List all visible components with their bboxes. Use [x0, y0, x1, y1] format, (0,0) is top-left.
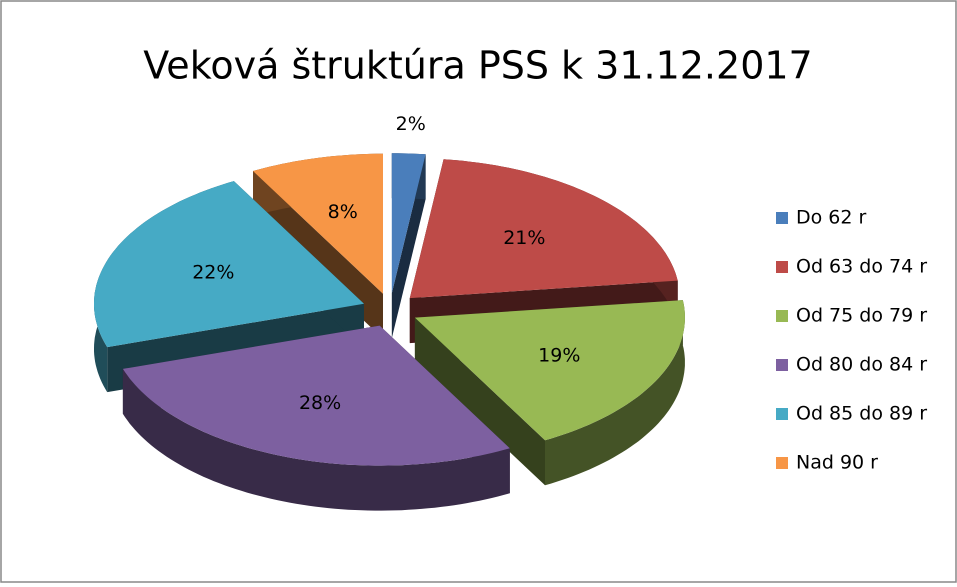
data-label: 2% [396, 113, 426, 135]
slice-top [253, 153, 383, 294]
legend-swatch [776, 261, 788, 273]
slice-side [545, 300, 685, 486]
slice [391, 153, 426, 339]
slice-top [391, 153, 426, 294]
legend-swatch [776, 408, 788, 420]
legend-swatch [776, 310, 788, 322]
data-label: 22% [192, 261, 234, 283]
legend-label: Od 85 do 89 r [796, 403, 927, 425]
slice-top [94, 181, 364, 348]
data-label: 8% [328, 201, 358, 223]
data-label: 21% [503, 227, 545, 249]
legend-swatch [776, 212, 788, 224]
legend-label: Nad 90 r [796, 452, 878, 474]
legend-label: Od 63 do 74 r [796, 256, 927, 278]
legend-label: Od 80 do 84 r [796, 354, 927, 376]
legend-swatch [776, 359, 788, 371]
slice-top [414, 300, 685, 441]
slice-top [409, 159, 678, 299]
slice-side [391, 154, 426, 339]
data-label: 28% [299, 392, 341, 414]
slice-top [122, 325, 510, 466]
legend-label: Od 75 do 79 r [796, 305, 927, 327]
slice [414, 300, 685, 486]
data-label: 19% [538, 344, 580, 366]
legend-swatch [776, 457, 788, 469]
legend-label: Do 62 r [796, 207, 867, 229]
slice-side [122, 368, 510, 511]
slice [122, 325, 510, 511]
slice [94, 181, 364, 393]
chart-title: Veková štruktúra PSS k 31.12.2017 [143, 44, 812, 88]
slice-side [414, 317, 545, 486]
